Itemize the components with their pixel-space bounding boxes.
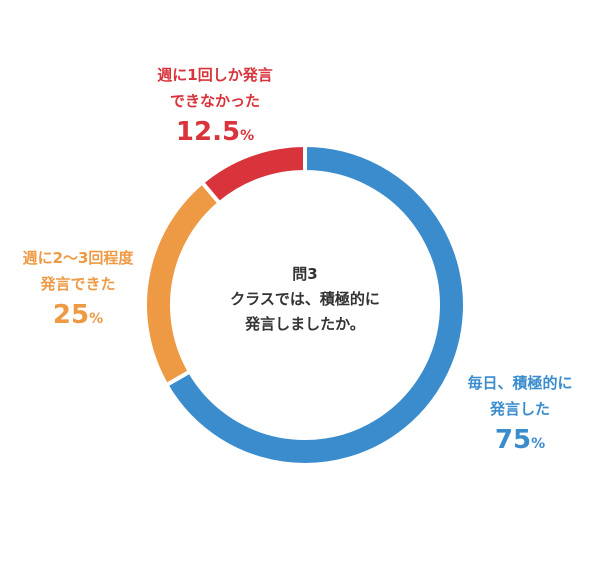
category-label: 毎日、積極的に 発言した [467,374,573,418]
donut-segment [163,142,467,467]
donut-segment [199,142,307,206]
value-number: 25 [52,300,90,330]
segment-label: 週に1回しか発言 できなかった 12.5% [115,62,315,154]
value-unit: % [531,436,546,452]
value-label: 75% [420,422,600,462]
category-label: 週に1回しか発言 できなかった [157,66,273,110]
center-text: 問3 クラスでは、積極的に 発言しましたか。 [230,265,380,333]
value-number: 12.5 [175,117,241,147]
segment-label: 毎日、積極的に 発言した 75% [420,370,600,462]
segment-label: 週に2～3回程度 発言できた 25% [0,245,178,337]
category-label: 週に2～3回程度 発言できた [22,249,134,293]
value-label: 12.5% [115,114,315,154]
value-number: 75 [494,425,532,455]
value-label: 25% [0,297,178,337]
value-unit: % [240,128,255,144]
value-unit: % [89,311,104,327]
